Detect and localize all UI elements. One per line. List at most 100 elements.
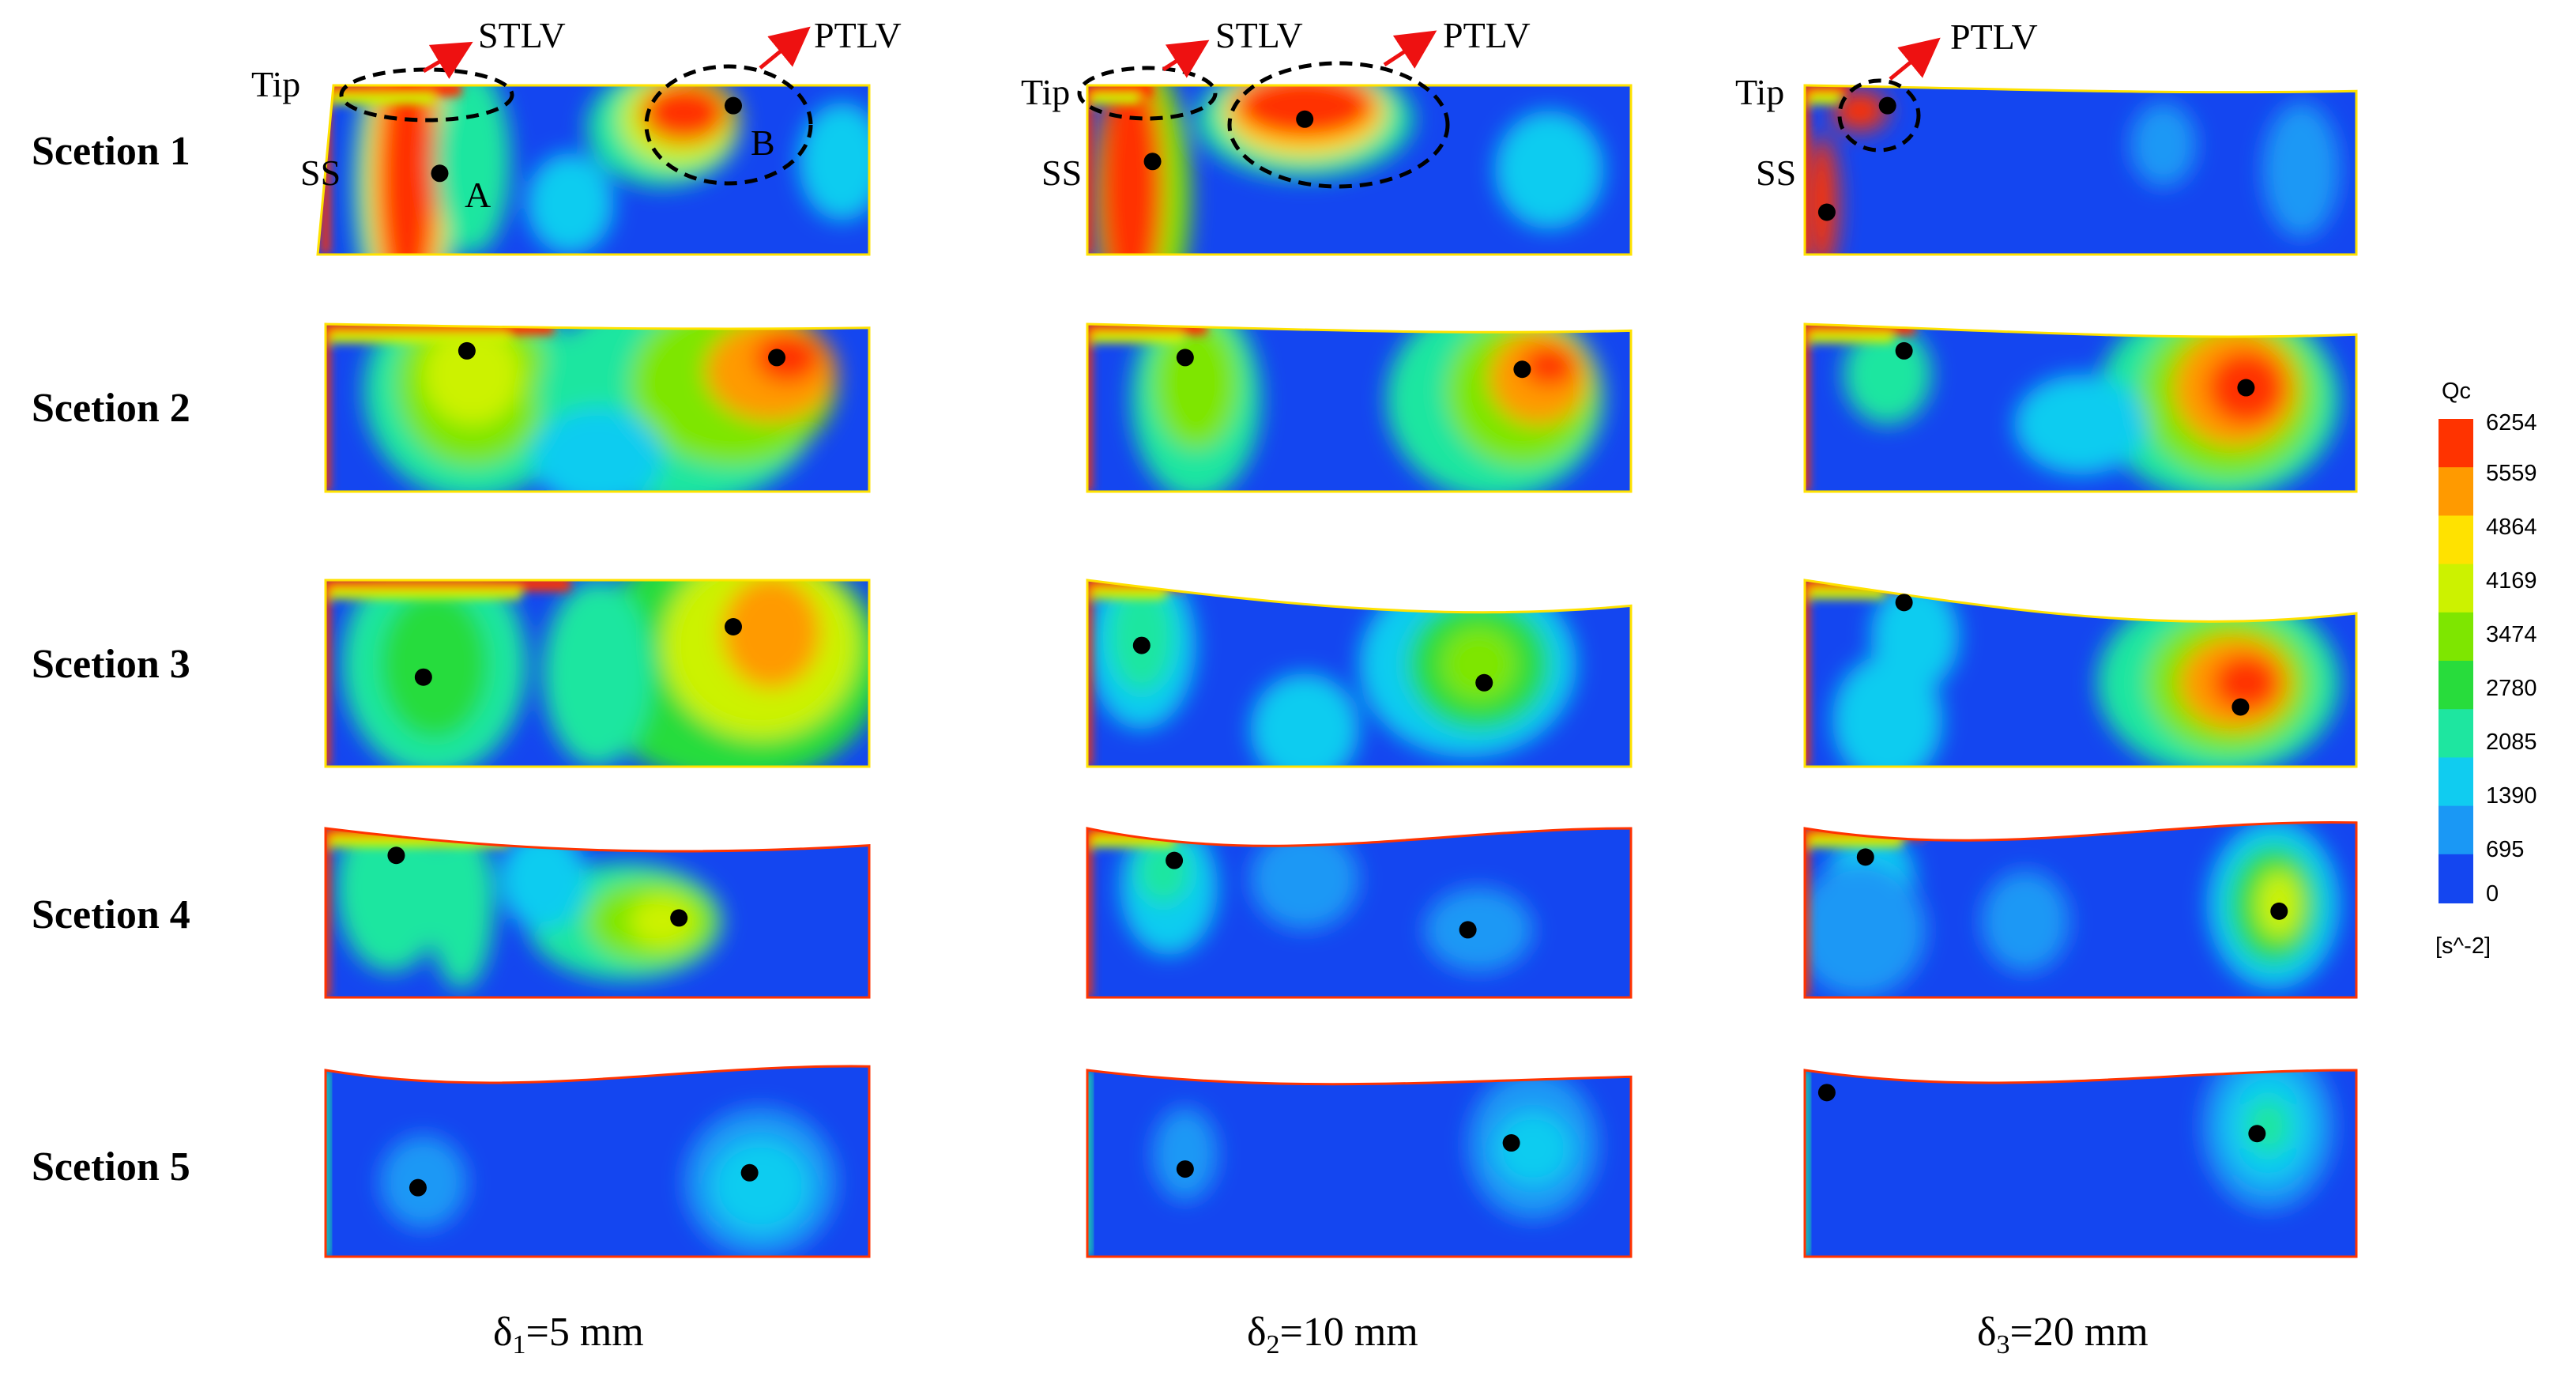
stlv-ellipse (339, 67, 514, 123)
vortex-core-marker (1296, 110, 1314, 128)
stlv-ellipse (1077, 66, 1218, 121)
qc-contour-region (1250, 828, 1359, 930)
suction-side-edge (1087, 324, 1092, 492)
contour-panel (1803, 84, 2358, 256)
row-label-section-4: Scetion 4 (32, 892, 190, 937)
qc-contour-region (641, 85, 729, 143)
contour-panel (1803, 322, 2358, 493)
qc-contour-region (2130, 102, 2197, 187)
qc-contour-region (2014, 374, 2147, 475)
qc-contour-region (499, 828, 587, 930)
qc-contour-region (532, 408, 663, 492)
point-b-label: B (751, 123, 775, 163)
tip-leakage-band (326, 93, 435, 104)
column-label-delta-3: δ3=20 mm (1977, 1310, 2149, 1359)
panel-top-edge (1803, 1069, 2358, 1258)
qc-contour-region (2213, 654, 2280, 711)
colorbar-tick-label: 6254 (2486, 410, 2537, 435)
contour-panel (316, 84, 871, 256)
tip-leakage-band (1805, 93, 1840, 104)
colorbar-swatch (2439, 564, 2473, 613)
panel-background (1805, 85, 2356, 255)
colorbar-tick-label: 4864 (2486, 515, 2537, 540)
qc-contour-region (1495, 111, 1604, 229)
contour-panels (316, 84, 2358, 1258)
qc-contour-region (1250, 673, 1359, 767)
vortex-core-marker (1878, 96, 1896, 115)
tip-leakage-band (326, 588, 522, 599)
vortex-core-marker (1817, 1084, 1836, 1102)
stlv-arrow (1162, 40, 1210, 78)
colorbar-swatch (2439, 515, 2473, 565)
ptlv-ellipse (1837, 78, 1921, 153)
vortex-core-marker (1459, 921, 1477, 939)
suction-side-edge (1805, 85, 1810, 255)
vortex-core-marker (1895, 594, 1913, 612)
ptlv-ellipse (644, 64, 813, 186)
vortex-core-marker (725, 618, 742, 635)
suction-side-edge (1805, 828, 1810, 997)
panel-top-edge (324, 1065, 871, 1258)
qc-contour-region (434, 85, 510, 255)
vortex-core-marker (2231, 698, 2250, 716)
tip-leakage-band (326, 332, 509, 343)
qc-contour-region (798, 102, 869, 221)
qc-contour-region (1424, 887, 1534, 972)
colorbar-swatch (2439, 854, 2473, 903)
panel-top-edge (316, 84, 871, 256)
qc-contour-region (1495, 1110, 1572, 1186)
colorbar: Qc 625455594864416934742780208513906950 … (2435, 379, 2537, 959)
vortex-core-marker (387, 846, 405, 865)
vortex-core-marker (1176, 1160, 1194, 1178)
colorbar-swatches (2439, 419, 2473, 903)
vortex-core-marker (2237, 379, 2255, 397)
ptlv-arrow (759, 26, 811, 70)
colorbar-swatch (2439, 612, 2473, 662)
vortex-core-marker (2248, 1125, 2266, 1143)
contour-panel (1803, 579, 2358, 768)
suction-side-edge (326, 828, 330, 997)
colorbar-swatch (2439, 709, 2473, 759)
ptlv-label: PTLV (1950, 17, 2038, 57)
colorbar-tick-label: 1390 (2486, 783, 2537, 809)
tip-label: Tip (1735, 72, 1784, 112)
qc-contour-region (336, 828, 446, 972)
qc-contour-region (1152, 1107, 1218, 1201)
qc-contour-region (1832, 654, 1943, 767)
colorbar-swatch (2439, 467, 2473, 517)
panel-top-edge (1086, 322, 1633, 493)
panel-top-edge (1086, 827, 1633, 999)
row-label-section-3: Scetion 3 (32, 642, 190, 687)
qc-contour-region (1522, 345, 1577, 386)
colorbar-tick-label: 5559 (2486, 461, 2537, 486)
qc-contour-region (722, 580, 821, 688)
colorbar-tick-label: 2085 (2486, 730, 2537, 755)
tip-label: Tip (251, 64, 300, 104)
column-label-delta-2: δ2=10 mm (1247, 1310, 1418, 1359)
ss-label: SS (1756, 153, 1796, 193)
ss-label: SS (1041, 153, 1082, 193)
vortex-core-marker (414, 668, 432, 686)
panel-top-edge (1803, 322, 2358, 493)
row-label-section-5: Scetion 5 (32, 1144, 190, 1190)
tip-leakage-band (1087, 332, 1184, 343)
vortex-core-marker (1502, 1134, 1520, 1152)
vortex-core-marker (1895, 341, 1913, 360)
vortex-core-marker (725, 96, 742, 115)
suction-side-edge (326, 580, 330, 767)
contour-panel (324, 579, 871, 768)
colorbar-tick-label: 2780 (2486, 676, 2537, 701)
contour-panel (324, 1065, 871, 1258)
qc-contour-region (526, 153, 614, 255)
point-a-label: A (465, 175, 491, 215)
qc-contour-region (1805, 136, 1838, 255)
ptlv-label: PTLV (1443, 15, 1531, 55)
qc-contour-region (1805, 862, 1926, 997)
panel-top-edge (324, 322, 871, 493)
qc-contour-region (2262, 102, 2341, 238)
panel-top-edge (1803, 84, 2358, 256)
vortex-core-marker (670, 909, 688, 927)
stlv-label: STLV (478, 15, 566, 55)
qc-contour-region (1098, 85, 1164, 255)
suction-side-edge (1087, 580, 1092, 767)
